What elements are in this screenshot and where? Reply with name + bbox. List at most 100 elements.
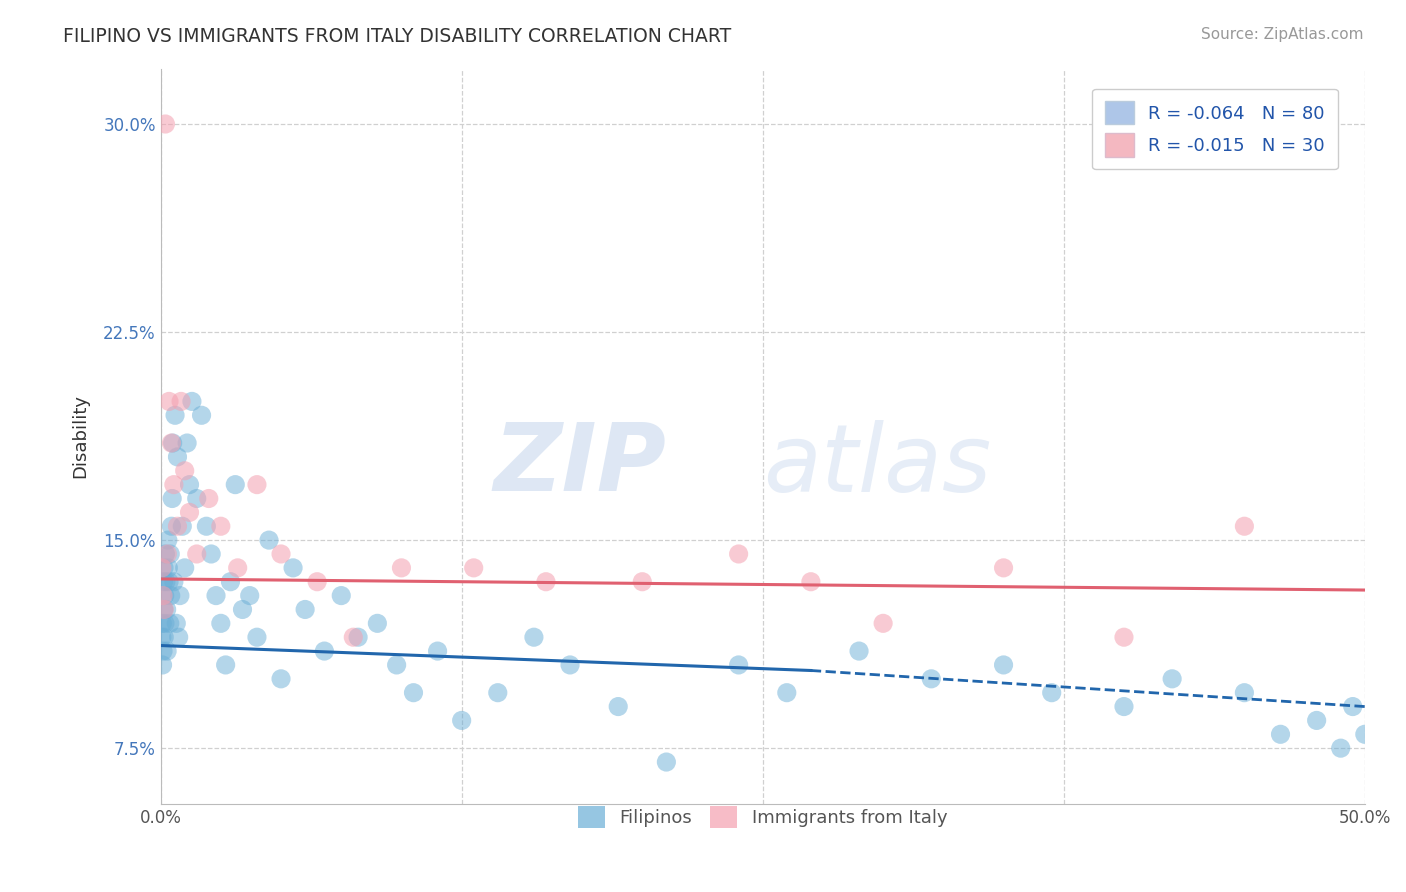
Point xyxy=(153,602,176,616)
Point xyxy=(655,755,678,769)
Point xyxy=(1112,699,1135,714)
Point xyxy=(1233,519,1256,533)
Point xyxy=(226,561,249,575)
Point xyxy=(402,686,425,700)
Point xyxy=(231,602,253,616)
Point xyxy=(163,477,186,491)
Point xyxy=(342,630,364,644)
Point xyxy=(848,644,870,658)
Point xyxy=(152,574,174,589)
Point xyxy=(165,616,187,631)
Point xyxy=(330,589,353,603)
Point xyxy=(1305,714,1327,728)
Point xyxy=(170,394,193,409)
Point xyxy=(156,644,179,658)
Point xyxy=(172,519,194,533)
Point xyxy=(179,505,201,519)
Point xyxy=(200,547,222,561)
Point xyxy=(993,657,1015,672)
Point xyxy=(534,574,557,589)
Point xyxy=(152,657,174,672)
Point xyxy=(150,616,173,631)
Point xyxy=(167,630,190,644)
Point xyxy=(270,672,292,686)
Point xyxy=(523,630,546,644)
Point xyxy=(155,117,177,131)
Y-axis label: Disability: Disability xyxy=(72,394,89,478)
Point xyxy=(463,561,485,575)
Point xyxy=(920,672,942,686)
Point xyxy=(1040,686,1063,700)
Point xyxy=(152,589,174,603)
Point xyxy=(159,547,181,561)
Point xyxy=(190,409,212,423)
Text: FILIPINO VS IMMIGRANTS FROM ITALY DISABILITY CORRELATION CHART: FILIPINO VS IMMIGRANTS FROM ITALY DISABI… xyxy=(63,27,731,45)
Point xyxy=(347,630,370,644)
Point xyxy=(209,519,232,533)
Point xyxy=(179,477,201,491)
Point xyxy=(270,547,292,561)
Point xyxy=(152,602,174,616)
Point xyxy=(186,491,208,506)
Point xyxy=(450,714,472,728)
Point xyxy=(1330,741,1353,756)
Point xyxy=(197,491,219,506)
Point xyxy=(631,574,654,589)
Point xyxy=(558,657,581,672)
Point xyxy=(486,686,509,700)
Point xyxy=(162,436,184,450)
Point xyxy=(159,616,181,631)
Text: atlas: atlas xyxy=(763,420,991,511)
Point xyxy=(391,561,413,575)
Point xyxy=(156,533,179,548)
Point xyxy=(163,574,186,589)
Point xyxy=(727,657,749,672)
Point xyxy=(239,589,262,603)
Point xyxy=(993,561,1015,575)
Point xyxy=(157,394,180,409)
Point xyxy=(281,561,304,575)
Point xyxy=(150,561,173,575)
Point xyxy=(166,450,188,464)
Point xyxy=(176,436,198,450)
Point xyxy=(155,574,177,589)
Point xyxy=(246,630,269,644)
Point xyxy=(150,630,173,644)
Point xyxy=(314,644,336,658)
Point xyxy=(166,519,188,533)
Point xyxy=(607,699,630,714)
Point xyxy=(1270,727,1292,741)
Point xyxy=(727,547,749,561)
Point xyxy=(157,561,180,575)
Point xyxy=(169,589,191,603)
Point xyxy=(257,533,280,548)
Point xyxy=(153,561,176,575)
Point xyxy=(307,574,329,589)
Point xyxy=(156,547,179,561)
Point xyxy=(195,519,218,533)
Point xyxy=(219,574,242,589)
Point xyxy=(294,602,316,616)
Point xyxy=(152,644,174,658)
Point xyxy=(1233,686,1256,700)
Legend: Filipinos, Immigrants from Italy: Filipinos, Immigrants from Italy xyxy=(571,798,955,835)
Point xyxy=(205,589,228,603)
Point xyxy=(224,477,246,491)
Point xyxy=(872,616,894,631)
Point xyxy=(426,644,449,658)
Point xyxy=(153,589,176,603)
Point xyxy=(181,394,204,409)
Text: ZIP: ZIP xyxy=(494,419,666,511)
Point xyxy=(153,616,176,631)
Point xyxy=(173,464,195,478)
Point xyxy=(160,436,183,450)
Point xyxy=(155,547,177,561)
Point xyxy=(173,561,195,575)
Point xyxy=(800,574,823,589)
Point xyxy=(153,630,176,644)
Point xyxy=(776,686,799,700)
Point xyxy=(186,547,208,561)
Point xyxy=(385,657,408,672)
Point xyxy=(246,477,269,491)
Point xyxy=(165,409,187,423)
